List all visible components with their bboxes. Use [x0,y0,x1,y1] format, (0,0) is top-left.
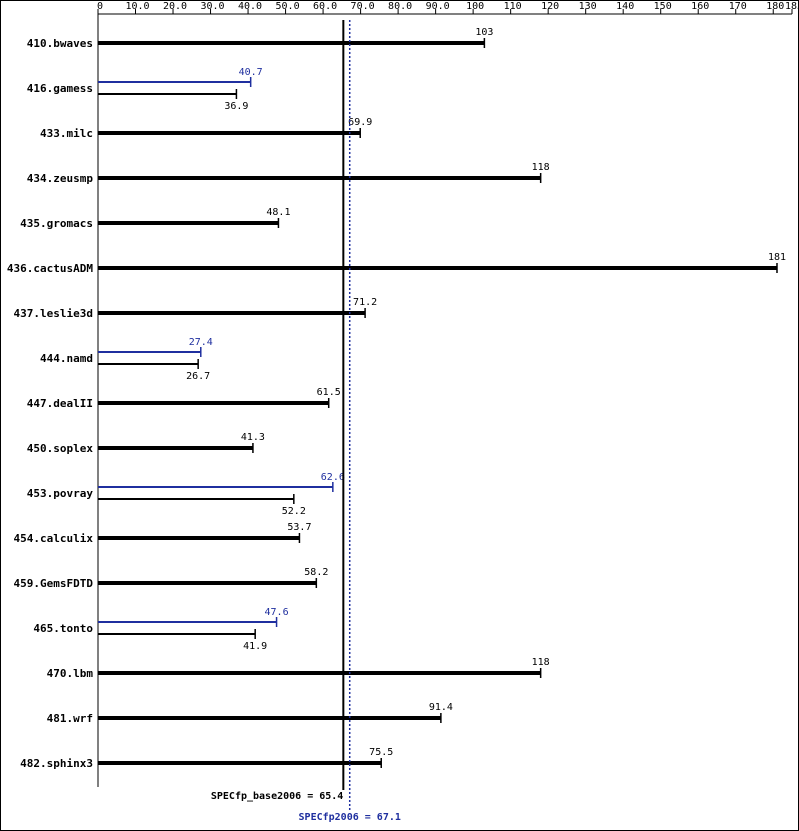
x-tick-label: 160 [691,1,709,12]
category-label: 453.povray [27,487,94,500]
x-tick-label: 140 [616,1,634,12]
value-label: 91.4 [429,702,453,713]
value-label: 41.3 [241,432,265,443]
value-label: 75.5 [369,747,393,758]
category-label: 416.gamess [27,82,93,95]
category-label: 470.lbm [47,667,94,680]
bar [98,41,485,45]
bar [98,176,541,180]
bar [98,486,333,488]
x-tick-label: 100 [466,1,484,12]
category-label: 437.leslie3d [14,307,93,320]
x-tick-label: 50.0 [276,1,300,12]
x-tick-label: 130 [579,1,597,12]
value-label: 48.1 [266,207,290,218]
summary-label: SPECfp2006 = 67.1 [299,812,401,823]
value-label: 71.2 [353,297,377,308]
x-tick-label: 170 [729,1,747,12]
x-tick-label: 30.0 [200,1,224,12]
bar [98,131,361,135]
value-label: 118 [532,162,550,173]
bar [98,498,294,500]
x-tick-label: 70.0 [351,1,375,12]
x-tick-label: 90.0 [426,1,450,12]
bar [98,93,237,95]
value-label: 41.9 [243,641,267,652]
category-label: 447.dealII [27,397,93,410]
category-label: 435.gromacs [20,217,93,230]
x-tick-label: 40.0 [238,1,262,12]
value-label: 69.9 [348,117,372,128]
summary-label: SPECfp_base2006 = 65.4 [211,791,343,802]
category-label: 459.GemsFDTD [14,577,94,590]
value-label: 62.6 [321,472,345,483]
x-tick-label: 60.0 [313,1,337,12]
bar [98,621,277,623]
value-label: 61.5 [317,387,341,398]
bar [98,581,317,585]
value-label: 27.4 [189,337,213,348]
value-label: 36.9 [224,101,248,112]
bar [98,401,329,405]
x-tick-label: 80.0 [388,1,412,12]
bar [98,351,201,353]
category-label: 465.tonto [33,622,93,635]
category-label: 434.zeusmp [27,172,94,185]
x-tick-label: 10.0 [125,1,149,12]
x-tick-label: 180 [766,1,784,12]
category-label: 450.soplex [27,442,94,455]
x-tick-label: 110 [504,1,522,12]
x-tick-label: 185 [785,1,799,12]
category-label: 444.namd [40,352,93,365]
x-tick-label: 150 [654,1,672,12]
bar [98,363,199,365]
x-tick-label: 20.0 [163,1,187,12]
bar [98,221,279,225]
value-label: 58.2 [304,567,328,578]
value-label: 181 [768,252,786,263]
category-label: 454.calculix [14,532,94,545]
value-label: 118 [532,657,550,668]
value-label: 52.2 [282,506,306,517]
x-tick-label: 120 [541,1,559,12]
bar [98,716,441,720]
value-label: 53.7 [287,522,311,533]
bar [98,761,382,765]
value-label: 26.7 [186,371,210,382]
bar [98,671,541,675]
bar [98,633,256,635]
bar [98,311,366,315]
category-label: 481.wrf [47,712,93,725]
category-label: 433.milc [40,127,93,140]
value-label: 47.6 [265,607,289,618]
bar [98,266,777,270]
category-label: 410.bwaves [27,37,93,50]
bar [98,446,253,450]
value-label: 40.7 [239,67,263,78]
bar [98,81,251,83]
category-label: 482.sphinx3 [20,757,93,770]
x-tick-label: 0 [97,1,103,12]
bar [98,536,300,540]
category-label: 436.cactusADM [7,262,93,275]
value-label: 103 [475,27,493,38]
